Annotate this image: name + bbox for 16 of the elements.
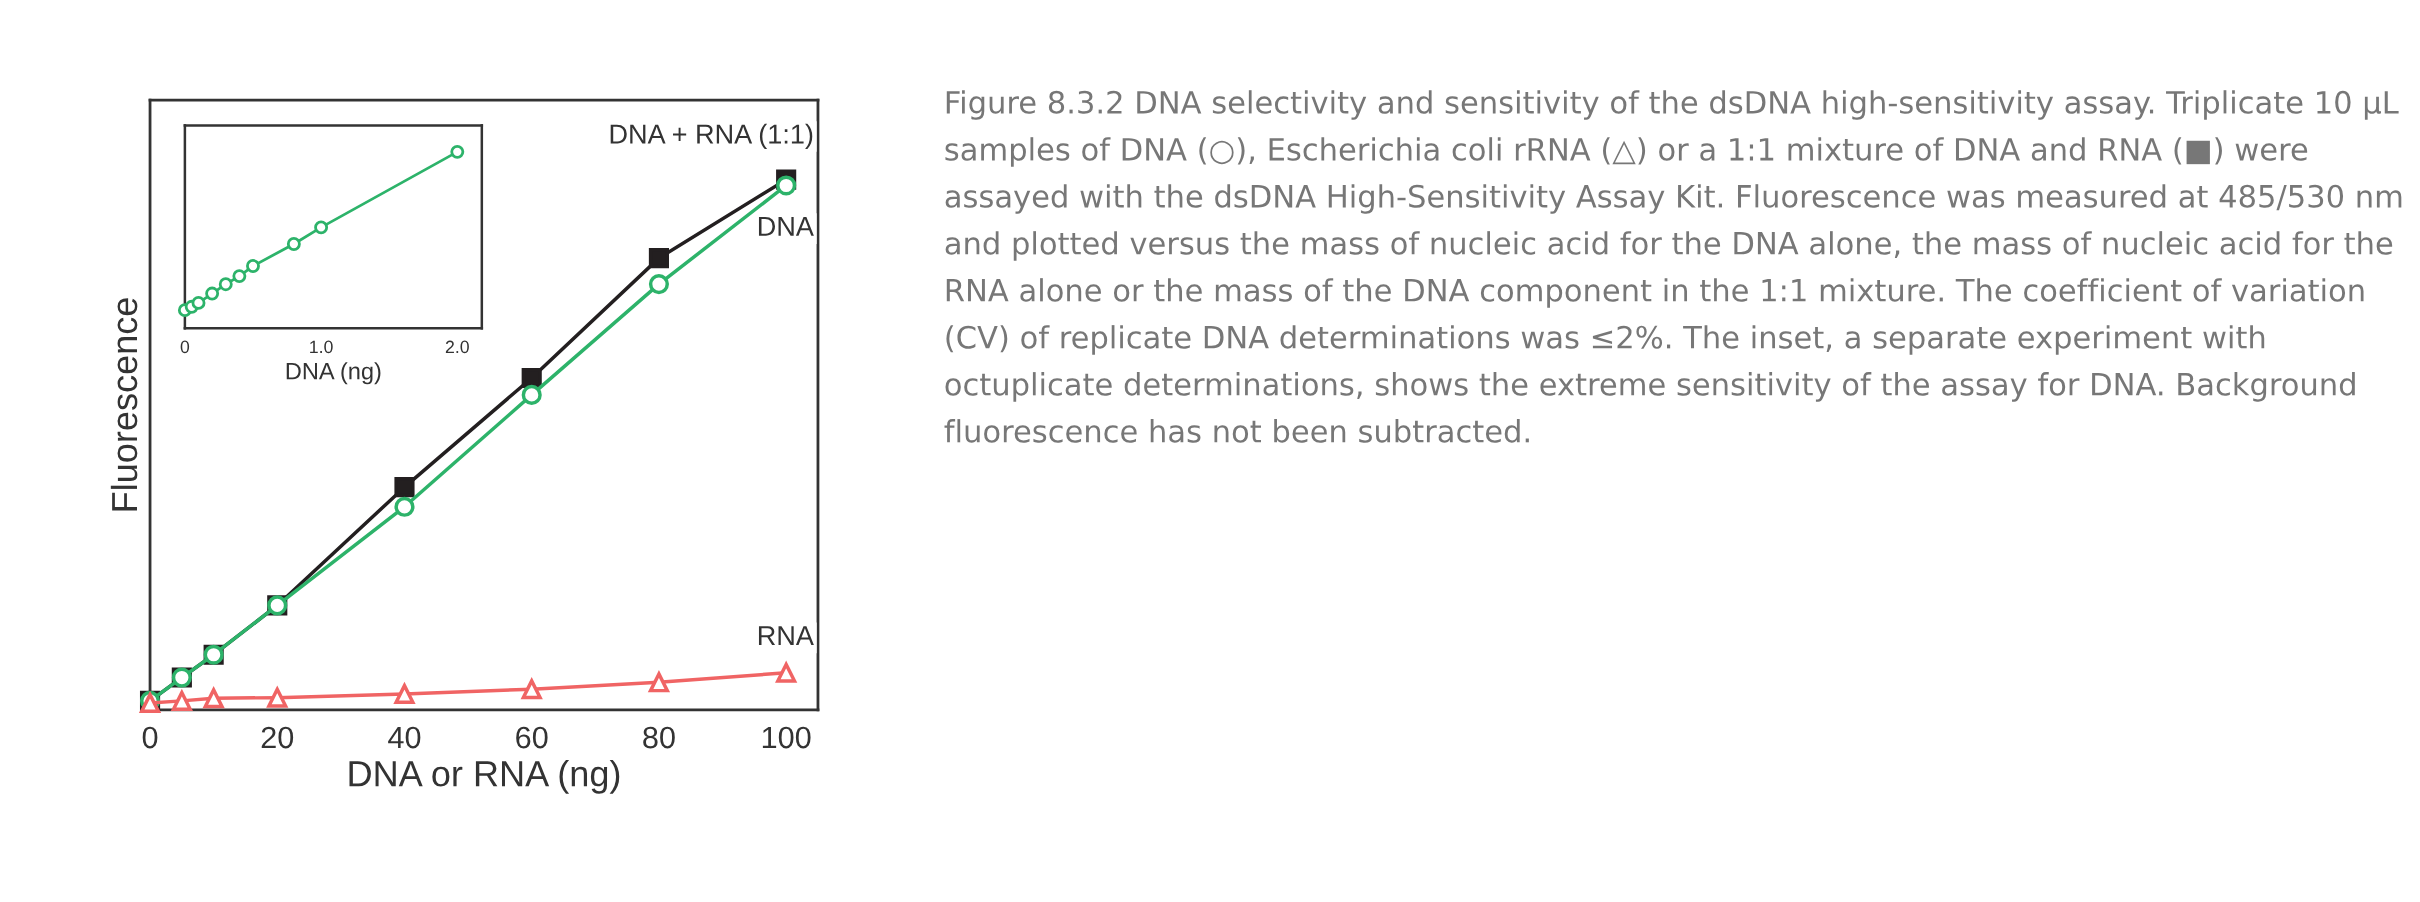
x-tick-label: 1.0 — [310, 340, 333, 354]
series-label: DNA — [758, 217, 814, 236]
x-tick-label: 60 — [516, 726, 548, 749]
series-label: RNA — [758, 626, 814, 645]
x-tick-label: 0 — [180, 340, 190, 354]
series-label: DNA + RNA (1:1) — [610, 123, 813, 150]
caption: Figure 8.3.2 DNA selectivity and sensitivity of the dsDNA high-sensitivity assay. Triplicate 10 µL samples of DNA (○), Escherichia coli rRNA (△) or a 1:1 mixture of DNA and RNA (■) were assayed with the dsDNA High-Sensitivity Assay Kit. Fluorescence was measured at 485/530 nm and plotted versus the mass of nucleic acid for the DNA alone, the mass of nucleic acid for the RNA alone or the mass of the DNA component in the 1:1 mixture. The coefficient of variation (CV) of replicate DNA determinations was ≤2%. The inset, a separate experiment with octuplicate determinations, shows the extreme sensitivity of the assay for DNA. Background fluorescence has not been subtracted. — [944, 90, 2402, 443]
x-tick-label: 2.0 — [445, 340, 469, 354]
x-tick-label: 80 — [643, 726, 675, 749]
y-axis-title: Fluorescence — [110, 298, 138, 511]
x-tick-label: 40 — [388, 726, 421, 749]
x-tick-label: 100 — [762, 726, 811, 749]
x-axis-title: DNA or RNA (ng) — [349, 760, 620, 794]
x-axis-title: DNA (ng) — [286, 362, 381, 385]
x-tick-label: 0 — [142, 726, 158, 749]
x-tick-label: 20 — [261, 726, 294, 749]
